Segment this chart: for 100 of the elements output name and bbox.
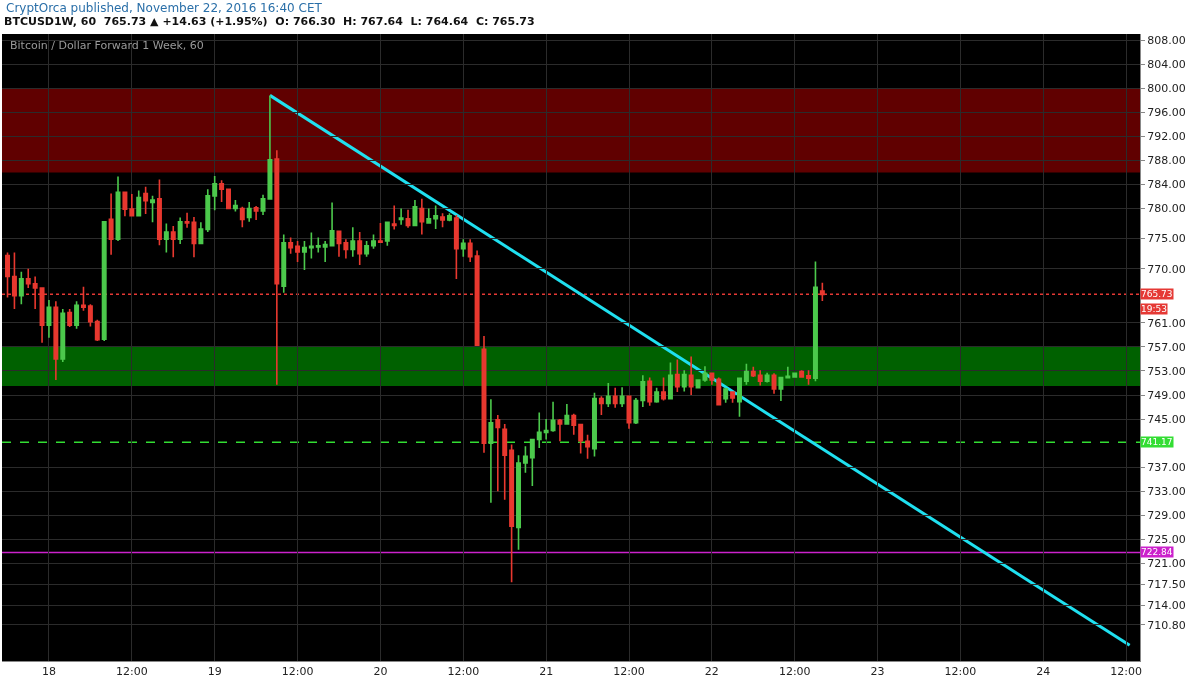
candlestick [640,374,646,408]
candlestick [219,179,225,203]
y-tick-label: 729.00 [1147,509,1186,523]
candlestick [709,372,715,386]
x-tick-label: 12:00 [281,665,314,679]
candlestick [136,189,142,218]
candlestick [474,249,480,346]
x-tick-label: 18 [41,665,56,679]
candlestick [536,411,542,449]
candlestick [723,387,729,404]
ref-line-label: 722.84 [1141,547,1173,557]
candlestick [529,438,535,487]
candlestick [212,175,218,212]
ref-line-label: 765.73 [1141,289,1173,299]
chart-title: CryptOrca published, November 22, 2016 16:40 CET [6,0,323,15]
candlestick [226,188,231,210]
candlestick [336,230,342,258]
candlestick [329,201,335,247]
y-tick-label: 753.00 [1147,364,1186,378]
candlestick [667,361,673,401]
candlestick [509,443,515,583]
candlestick [364,240,370,258]
annotation: 19:53 [1141,304,1167,314]
candlestick [488,398,494,504]
candlestick [281,233,287,294]
candlestick [516,454,522,551]
ref-line-label: 741.17 [1141,437,1173,447]
y-tick-label: 749.00 [1147,388,1186,402]
x-tick-label: 12:00 [944,665,977,679]
candlestick [743,362,749,386]
x-tick-label: 21 [539,665,554,679]
candlestick [460,238,466,258]
x-tick-label: 12:00 [447,665,480,679]
candlestick [301,240,307,271]
candlestick [246,201,252,223]
candlestick [550,400,556,433]
x-tick-label: 12:00 [115,665,148,679]
x-tick-label: 20 [373,665,388,679]
x-tick-label: 24 [1036,665,1051,679]
candlestick [357,231,363,266]
candlestick [557,418,563,443]
y-tick-label: 770.00 [1147,262,1186,276]
candlestick [591,391,597,458]
candlestick [778,376,784,402]
candlestick [785,365,791,379]
candlestick [426,207,432,224]
candlestick [308,231,314,260]
candlestick [163,222,169,254]
candlestick [108,192,114,256]
y-tick-label: 788.00 [1147,154,1186,168]
y-tick-label: 792.00 [1147,130,1186,144]
candlestick [495,414,501,493]
candlestick [598,395,604,416]
candlestick [612,387,618,409]
candlestick [750,365,756,378]
candlestick [799,369,805,379]
candlestick [453,214,459,280]
y-tick-label: 725.00 [1147,533,1186,547]
candlestick [730,390,736,404]
candlestick [433,204,439,230]
candlestick [571,412,577,436]
candlestick [74,300,80,330]
candlestick [143,186,149,215]
y-tick-label: 780.00 [1147,202,1186,216]
candlestick [150,195,156,224]
candlestick [46,299,52,339]
y-tick-label: 784.00 [1147,178,1186,192]
candlestick [115,175,121,242]
candlestick [25,267,31,289]
candlestick [198,221,204,245]
x-tick-label: 12:00 [613,665,645,679]
candlestick [177,216,183,245]
candlestick [67,308,73,328]
candlestick [543,418,549,441]
candlestick [384,220,390,247]
candlestick [716,376,722,406]
y-tick-label: 721.00 [1147,557,1186,571]
candlestick [295,240,301,263]
candlestick [405,208,411,229]
candlestick [94,319,100,342]
candlestick [502,423,508,501]
candlestick [288,236,294,255]
candlestick [343,238,349,260]
y-tick-label: 714.00 [1147,599,1186,613]
candlestick [654,387,660,404]
chart-subtitle: BTCUSD1W, 60 765.73 ▲ +14.63 (+1.95%) O: 766.30 H: 767.64 L: 764.64 C: 765.73 [4,15,535,28]
candlestick [350,226,356,258]
y-tick-label: 757.00 [1147,340,1186,354]
y-tick-label: 737.00 [1147,461,1186,475]
y-tick-label: 800.00 [1147,82,1186,96]
annotation: Bitcoin / Dollar Forward 1 Week, 60 [10,39,204,52]
y-tick-label: 733.00 [1147,485,1186,499]
candlestick [647,376,653,407]
candlestick [377,222,383,243]
y-tick-label: 761.00 [1147,316,1186,330]
candlestick [605,382,611,408]
candlestick [757,369,763,387]
candlestick [764,371,770,384]
candlestick [101,220,107,342]
y-tick-label: 775.00 [1147,232,1186,246]
